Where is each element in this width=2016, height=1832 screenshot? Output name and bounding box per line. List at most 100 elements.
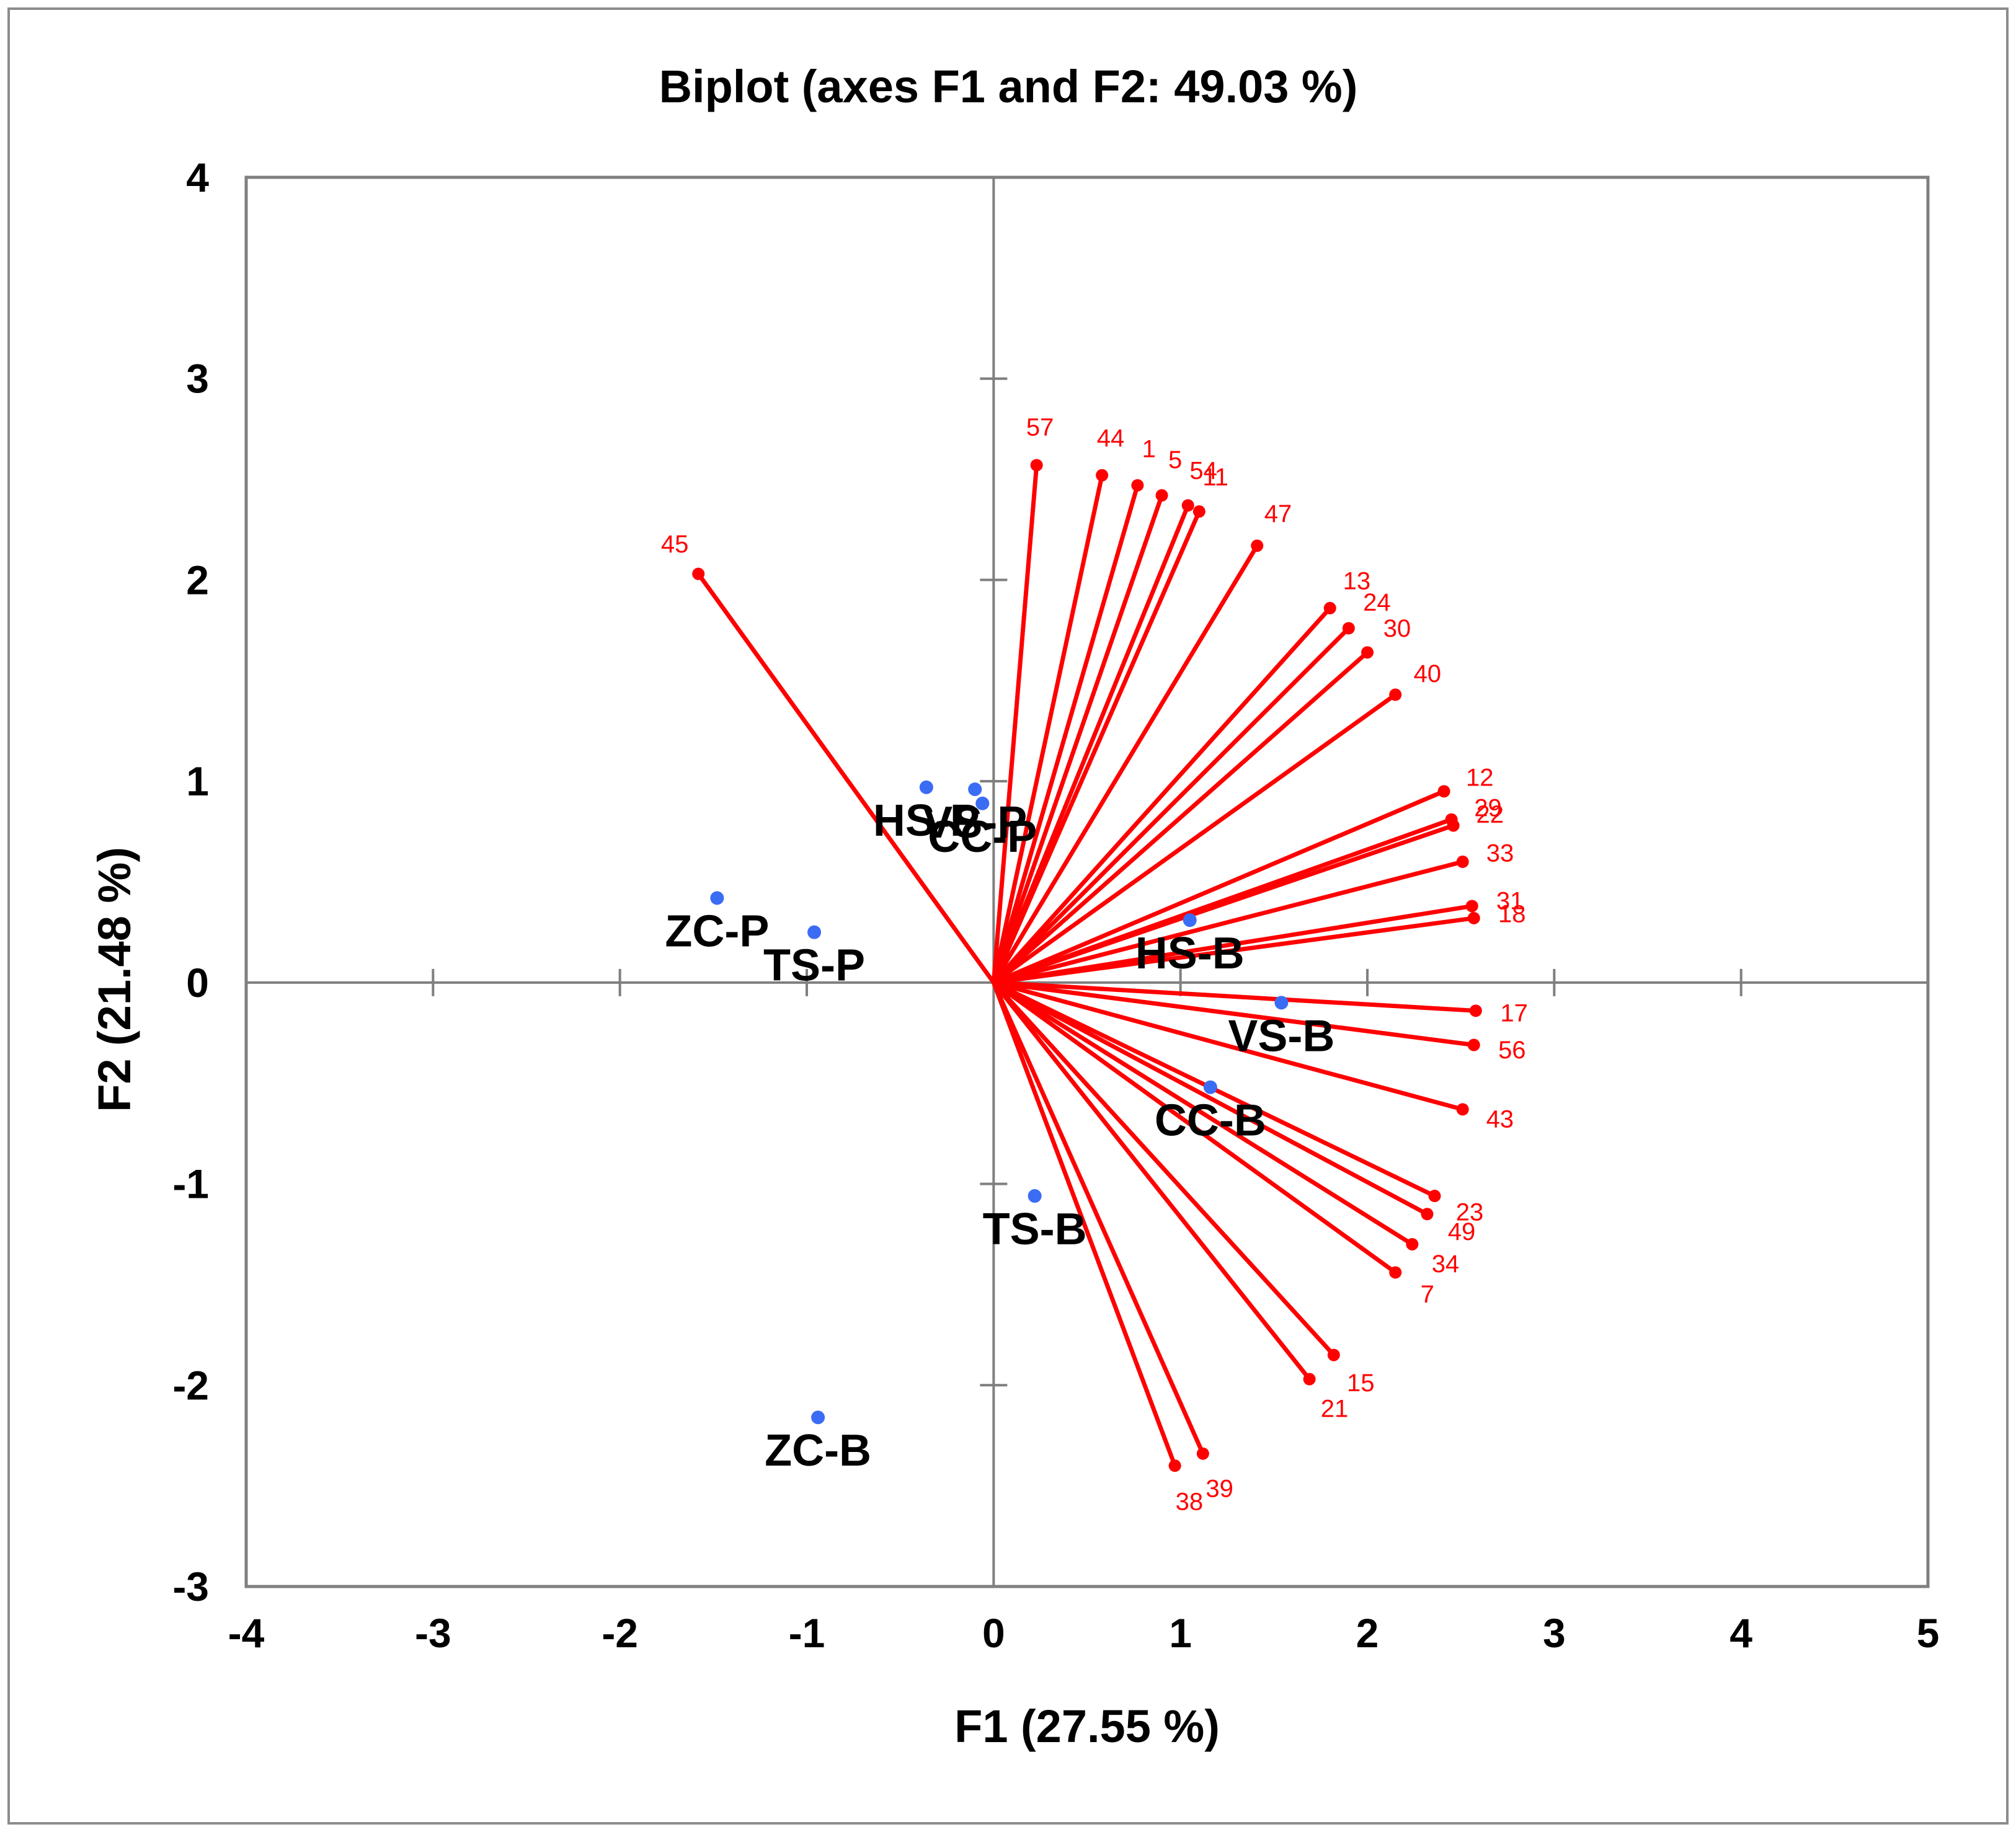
variable-point bbox=[1323, 601, 1336, 614]
variable-point bbox=[1447, 819, 1460, 832]
variable-vector bbox=[992, 693, 1397, 985]
variable-point bbox=[1406, 1237, 1419, 1250]
variable-point bbox=[1437, 785, 1450, 798]
variable-label: 1 bbox=[1142, 436, 1156, 463]
variable-label: 39 bbox=[1206, 1476, 1233, 1503]
observation-label: CC-P bbox=[928, 812, 1037, 862]
variable-vector bbox=[993, 916, 1475, 985]
x-tick-label: 4 bbox=[1730, 1610, 1752, 1656]
variable-point bbox=[1181, 499, 1194, 512]
x-tick-label: 2 bbox=[1356, 1610, 1379, 1656]
variable-point bbox=[1389, 1266, 1402, 1279]
variable-point bbox=[1251, 539, 1264, 552]
variable-label: 44 bbox=[1097, 425, 1125, 452]
variable-point bbox=[1155, 489, 1168, 502]
observation-point bbox=[807, 925, 822, 939]
variable-label: 11 bbox=[1202, 464, 1228, 491]
y-tick-label: 4 bbox=[186, 154, 209, 200]
observation-point bbox=[975, 796, 990, 810]
variable-label: 38 bbox=[1176, 1489, 1204, 1516]
variable-label: 12 bbox=[1466, 764, 1494, 792]
observation-label: HS-B bbox=[1135, 929, 1245, 978]
observation-point bbox=[919, 780, 933, 794]
variable-point bbox=[1030, 459, 1043, 472]
y-tick-label: -2 bbox=[172, 1362, 209, 1408]
variable-label: 29 bbox=[1474, 794, 1502, 821]
variable-vector bbox=[992, 981, 1177, 1467]
variable-vector bbox=[991, 465, 1039, 983]
observation-label: HS-P bbox=[873, 796, 980, 846]
y-tick-label: 0 bbox=[186, 960, 209, 1006]
x-axis-title: F1 (27.55 %) bbox=[954, 1701, 1220, 1752]
variable-point bbox=[1465, 900, 1478, 913]
variable-vector bbox=[993, 980, 1463, 1112]
variable-point bbox=[1456, 856, 1469, 869]
variable-point bbox=[1467, 911, 1480, 924]
observation-label: TS-B bbox=[983, 1205, 1087, 1254]
x-tick-label: 1 bbox=[1169, 1610, 1192, 1656]
chart-title: Biplot (axes F1 and F2: 49.03 %) bbox=[659, 61, 1358, 112]
variable-label: 49 bbox=[1448, 1218, 1476, 1246]
variable-vector bbox=[991, 484, 1140, 983]
x-tick-label: -4 bbox=[228, 1610, 265, 1656]
variable-label: 23 bbox=[1456, 1198, 1484, 1226]
observation-point bbox=[1274, 996, 1289, 1010]
y-tick-label: -3 bbox=[172, 1564, 209, 1609]
variable-label: 22 bbox=[1476, 801, 1504, 828]
variable-label: 43 bbox=[1486, 1106, 1514, 1133]
variable-label: 7 bbox=[1421, 1281, 1434, 1308]
variable-vector bbox=[992, 980, 1429, 1216]
variable-vector bbox=[992, 981, 1336, 1356]
variable-label: 56 bbox=[1498, 1037, 1526, 1064]
variable-vector bbox=[992, 650, 1369, 985]
y-tick-label: 2 bbox=[186, 557, 209, 603]
variable-point bbox=[1303, 1373, 1316, 1386]
y-tick-label: -1 bbox=[172, 1161, 209, 1207]
variable-vector bbox=[993, 980, 1475, 1047]
variable-point bbox=[1192, 505, 1206, 518]
observation-point bbox=[1028, 1189, 1042, 1203]
observation-label: VS-P bbox=[923, 798, 1027, 847]
variable-vector bbox=[992, 981, 1206, 1455]
y-tick-label: 3 bbox=[186, 356, 209, 402]
variable-label: 31 bbox=[1496, 887, 1524, 914]
observation-points: HS-PVS-PCC-P ZC-PTS-P HS-B VS-B CC-B TS-B ZC-B bbox=[665, 780, 1334, 1476]
variable-point bbox=[1327, 1348, 1340, 1361]
variable-label: 5 bbox=[1168, 446, 1182, 474]
variable-label: 33 bbox=[1486, 840, 1514, 867]
observation-point bbox=[710, 891, 724, 905]
variable-label: 54 bbox=[1189, 458, 1217, 485]
variable-vector bbox=[992, 626, 1351, 985]
variable-vector bbox=[993, 980, 1476, 1013]
variable-label: 21 bbox=[1321, 1396, 1349, 1423]
x-tick-label: 5 bbox=[1917, 1610, 1940, 1656]
variable-point bbox=[1168, 1459, 1181, 1472]
variable-vector bbox=[993, 859, 1463, 985]
x-tick-label: 3 bbox=[1543, 1610, 1566, 1656]
variable-label: 30 bbox=[1383, 615, 1411, 642]
variable-vector bbox=[992, 980, 1414, 1246]
variable-vector bbox=[992, 494, 1164, 983]
variable-label: 15 bbox=[1347, 1370, 1375, 1397]
variable-vector bbox=[992, 981, 1397, 1275]
variable-point bbox=[1342, 622, 1355, 635]
variable-point bbox=[1131, 479, 1144, 492]
variable-vector bbox=[991, 474, 1104, 983]
variable-point bbox=[692, 567, 705, 580]
observation-point bbox=[1183, 913, 1197, 927]
variable-point bbox=[1456, 1103, 1469, 1116]
observation-point bbox=[811, 1410, 825, 1425]
variable-label: 45 bbox=[661, 531, 689, 558]
variable-label: 13 bbox=[1343, 567, 1371, 595]
observation-label: ZC-B bbox=[765, 1426, 871, 1476]
variable-vector bbox=[992, 981, 1312, 1381]
variable-vector bbox=[696, 572, 996, 984]
x-tick-label: -3 bbox=[415, 1610, 451, 1656]
observation-label: CC-B bbox=[1155, 1096, 1266, 1146]
x-tick-label: -2 bbox=[602, 1610, 638, 1656]
variable-vectors: 57 44 1 5 5411471324304012292233311817564323… bbox=[661, 414, 1528, 1516]
axes-layer bbox=[246, 177, 1928, 1586]
x-tick-label: -1 bbox=[789, 1610, 825, 1656]
variable-vector bbox=[992, 544, 1259, 984]
